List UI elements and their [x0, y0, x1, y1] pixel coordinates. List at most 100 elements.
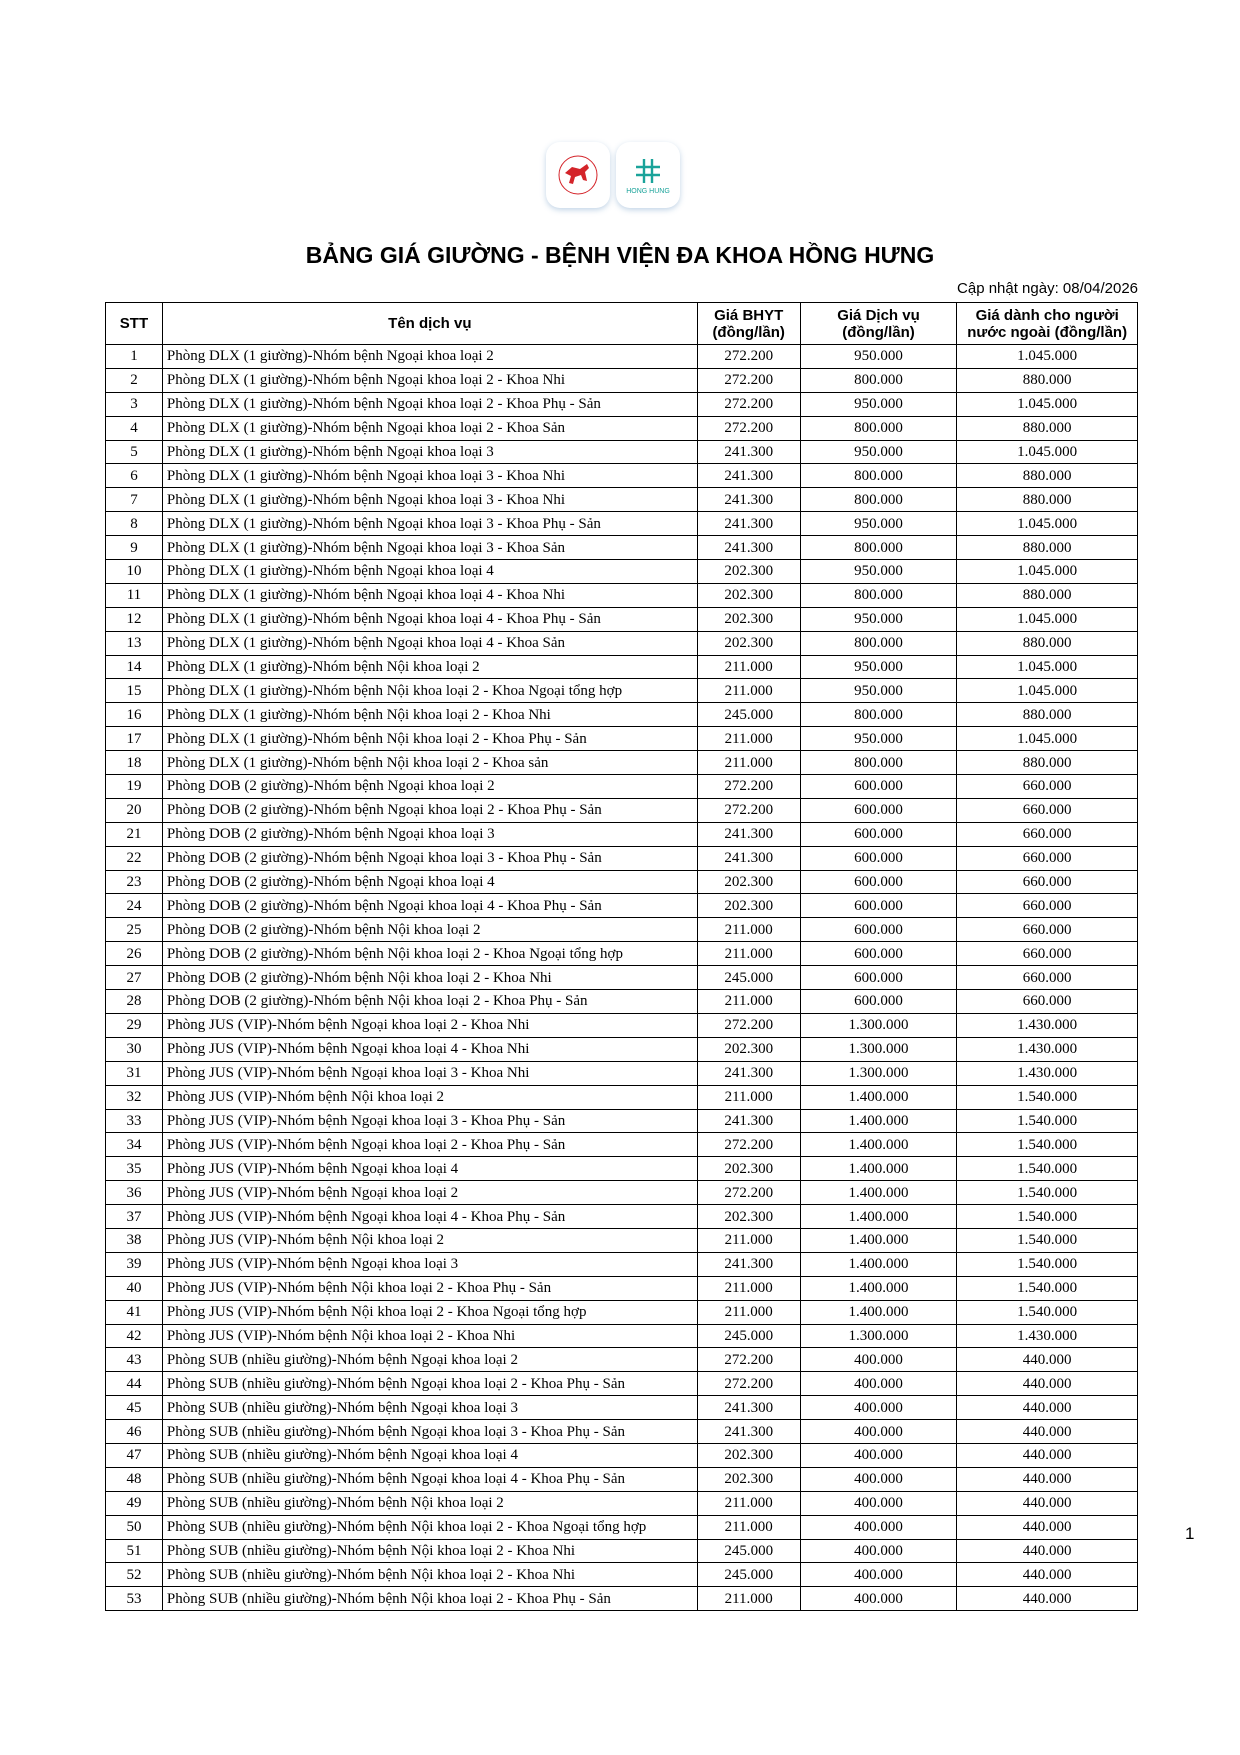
- cell-stt: 6: [105, 463, 163, 489]
- hong-hung-logo: HONG HUNG: [616, 142, 680, 208]
- cell-service-price: 950.000: [799, 606, 958, 632]
- cell-service-name: Phòng JUS (VIP)-Nhóm bệnh Ngoại khoa loạ…: [161, 1156, 698, 1182]
- cell-bhyt-price: 272.200: [696, 1180, 801, 1206]
- cell-bhyt-price: 241.300: [696, 439, 801, 465]
- cell-service-name: Phòng DOB (2 giường)-Nhóm bệnh Nội khoa …: [161, 917, 698, 943]
- table-row: 2 Phòng DLX (1 giường)-Nhóm bệnh Ngoại kh…: [105, 367, 1138, 393]
- table-row: 46 Phòng SUB (nhiều giường)-Nhóm bệnh Ngo…: [105, 1419, 1138, 1444]
- cell-foreigner-price: 880.000: [956, 702, 1138, 728]
- table-row: 43 Phòng SUB (nhiều giường)-Nhóm bệnh Ngo…: [105, 1347, 1138, 1373]
- cell-service-name: Phòng DLX (1 giường)-Nhóm bệnh Ngoại kho…: [161, 535, 698, 561]
- cell-foreigner-price: 880.000: [956, 415, 1138, 441]
- cell-stt: 52: [105, 1562, 163, 1588]
- cell-foreigner-price: 1.045.000: [956, 606, 1138, 632]
- cell-service-price: 800.000: [799, 582, 958, 608]
- cell-service-name: Phòng SUB (nhiều giường)-Nhóm bệnh Ngoại…: [161, 1395, 698, 1421]
- cell-service-price: 950.000: [799, 511, 958, 537]
- cell-foreigner-price: 1.045.000: [956, 678, 1138, 704]
- table-row: 11 Phòng DLX (1 giường)-Nhóm bệnh Ngoại k…: [105, 582, 1138, 608]
- cell-foreigner-price: 880.000: [956, 750, 1138, 776]
- cell-service-price: 400.000: [799, 1395, 958, 1421]
- cell-foreigner-price: 1.430.000: [956, 1036, 1138, 1062]
- cell-service-price: 400.000: [799, 1562, 958, 1588]
- table-row: 25 Phòng DOB (2 giường)-Nhóm bệnh Nội kho…: [105, 917, 1138, 943]
- cell-bhyt-price: 211.000: [696, 1084, 801, 1110]
- cell-service-price: 1.400.000: [799, 1108, 958, 1134]
- cell-foreigner-price: 440.000: [956, 1586, 1138, 1612]
- page-title: BẢNG GIÁ GIƯỜNG - BỆNH VIỆN ĐA KHOA HỒNG…: [305, 242, 935, 268]
- cell-service-price: 1.300.000: [799, 1323, 958, 1349]
- cell-stt: 40: [105, 1275, 163, 1301]
- cell-foreigner-price: 1.045.000: [956, 654, 1138, 680]
- table-row: 21 Phòng DOB (2 giường)-Nhóm bệnh Ngoại k…: [105, 821, 1138, 847]
- cell-foreigner-price: 1.045.000: [956, 439, 1138, 465]
- cell-service-name: Phòng SUB (nhiều giường)-Nhóm bệnh Nội k…: [161, 1538, 698, 1564]
- table-row: 13 Phòng DLX (1 giường)-Nhóm bệnh Ngoại k…: [105, 630, 1138, 656]
- table-row: 19 Phòng DOB (2 giường)-Nhóm bệnh Ngoại k…: [105, 774, 1138, 799]
- cell-stt: 1: [105, 344, 163, 369]
- cell-stt: 37: [105, 1204, 163, 1229]
- cell-service-price: 950.000: [799, 344, 958, 369]
- cell-service-price: 950.000: [799, 559, 958, 584]
- cell-bhyt-price: 211.000: [696, 1227, 801, 1253]
- cell-service-name: Phòng DLX (1 giường)-Nhóm bệnh Ngoại kho…: [161, 559, 698, 584]
- cell-stt: 46: [105, 1419, 163, 1444]
- cell-service-name: Phòng SUB (nhiều giường)-Nhóm bệnh Ngoại…: [161, 1419, 698, 1444]
- cell-bhyt-price: 241.300: [696, 463, 801, 489]
- table-row: 27 Phòng DOB (2 giường)-Nhóm bệnh Nội kho…: [105, 965, 1138, 991]
- cell-service-price: 400.000: [799, 1490, 958, 1516]
- cell-service-price: 400.000: [799, 1419, 958, 1444]
- cell-service-name: Phòng DOB (2 giường)-Nhóm bệnh Ngoại kho…: [161, 893, 698, 919]
- cell-service-name: Phòng SUB (nhiều giường)-Nhóm bệnh Ngoại…: [161, 1347, 698, 1373]
- cell-service-price: 400.000: [799, 1514, 958, 1540]
- cell-service-name: Phòng SUB (nhiều giường)-Nhóm bệnh Nội k…: [161, 1562, 698, 1588]
- cell-foreigner-price: 440.000: [956, 1395, 1138, 1421]
- cell-bhyt-price: 241.300: [696, 1419, 801, 1444]
- cell-service-price: 600.000: [799, 845, 958, 871]
- cell-bhyt-price: 241.300: [696, 511, 801, 537]
- cell-foreigner-price: 1.540.000: [956, 1156, 1138, 1182]
- table-row: 24 Phòng DOB (2 giường)-Nhóm bệnh Ngoại k…: [105, 893, 1138, 919]
- cell-service-name: Phòng DLX (1 giường)-Nhóm bệnh Nội khoa …: [161, 726, 698, 752]
- cell-service-name: Phòng SUB (nhiều giường)-Nhóm bệnh Nội k…: [161, 1586, 698, 1612]
- cell-foreigner-price: 1.045.000: [956, 511, 1138, 537]
- hospital-logos: HONG HUNG: [546, 142, 680, 208]
- cell-stt: 50: [105, 1514, 163, 1540]
- cell-service-price: 1.300.000: [799, 1012, 958, 1038]
- cell-stt: 41: [105, 1299, 163, 1325]
- cell-foreigner-price: 660.000: [956, 797, 1138, 823]
- cell-service-price: 600.000: [799, 893, 958, 919]
- cell-stt: 35: [105, 1156, 163, 1182]
- table-row: 34 Phòng JUS (VIP)-Nhóm bệnh Ngoại khoa l…: [105, 1132, 1138, 1158]
- cell-foreigner-price: 880.000: [956, 487, 1138, 513]
- cell-foreigner-price: 440.000: [956, 1419, 1138, 1444]
- cell-service-name: Phòng DLX (1 giường)-Nhóm bệnh Ngoại kho…: [161, 439, 698, 465]
- cell-stt: 19: [105, 774, 163, 799]
- cell-service-price: 1.400.000: [799, 1227, 958, 1253]
- table-row: 44 Phòng SUB (nhiều giường)-Nhóm bệnh Ngo…: [105, 1371, 1138, 1397]
- cell-service-name: Phòng DLX (1 giường)-Nhóm bệnh Ngoại kho…: [161, 344, 698, 369]
- cell-foreigner-price: 1.430.000: [956, 1060, 1138, 1086]
- cell-service-name: Phòng DLX (1 giường)-Nhóm bệnh Ngoại kho…: [161, 606, 698, 632]
- cell-service-price: 1.400.000: [799, 1180, 958, 1206]
- cell-bhyt-price: 202.300: [696, 869, 801, 895]
- updated-date: Cập nhật ngày: 08/04/2026: [957, 280, 1138, 297]
- table-row: 33 Phòng JUS (VIP)-Nhóm bệnh Ngoại khoa l…: [105, 1108, 1138, 1134]
- cell-service-name: Phòng JUS (VIP)-Nhóm bệnh Ngoại khoa loạ…: [161, 1108, 698, 1134]
- cell-service-name: Phòng JUS (VIP)-Nhóm bệnh Nội khoa loại …: [161, 1299, 698, 1325]
- table-row: 50 Phòng SUB (nhiều giường)-Nhóm bệnh Nội…: [105, 1514, 1138, 1540]
- cell-service-name: Phòng DOB (2 giường)-Nhóm bệnh Ngoại kho…: [161, 797, 698, 823]
- col-header-foreigner-price: Giá dành cho người nước ngoài (đồng/lần): [956, 302, 1138, 345]
- cell-service-price: 600.000: [799, 965, 958, 991]
- cell-service-name: Phòng DOB (2 giường)-Nhóm bệnh Ngoại kho…: [161, 869, 698, 895]
- logo-text: HONG HUNG: [626, 187, 670, 195]
- cell-stt: 20: [105, 797, 163, 823]
- cell-bhyt-price: 272.200: [696, 1132, 801, 1158]
- cell-bhyt-price: 202.300: [696, 1204, 801, 1229]
- price-table: STT Tên dịch vụ Giá BHYT (đồng/lần) Giá …: [105, 302, 1138, 1612]
- table-header: STT Tên dịch vụ Giá BHYT (đồng/lần) Giá …: [105, 302, 1138, 345]
- cell-stt: 45: [105, 1395, 163, 1421]
- cell-bhyt-price: 241.300: [696, 487, 801, 513]
- cell-foreigner-price: 440.000: [956, 1466, 1138, 1492]
- cell-bhyt-price: 211.000: [696, 1299, 801, 1325]
